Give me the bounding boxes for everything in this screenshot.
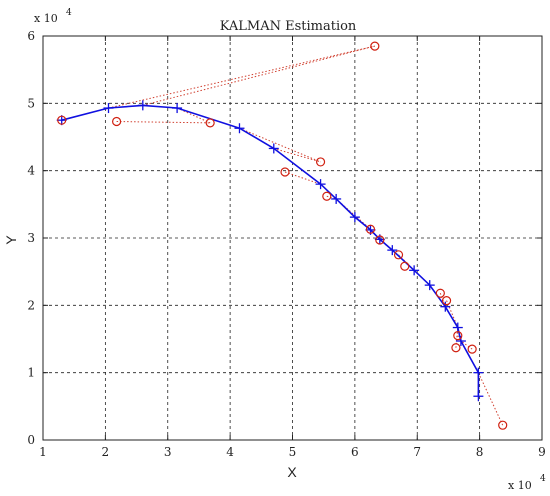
estimate-marker xyxy=(409,265,420,276)
chart-title: KALMAN Estimation xyxy=(220,19,357,34)
estimate-marker xyxy=(331,193,342,204)
measurement-marker xyxy=(322,191,332,201)
measurement-marker xyxy=(393,250,404,260)
measurement-marker xyxy=(375,235,385,245)
estimate-marker xyxy=(315,179,326,190)
x-multiplier-exponent: 4 xyxy=(540,474,546,484)
estimate-marker xyxy=(137,100,148,111)
y-multiplier-label: x 10 xyxy=(34,12,58,25)
markers xyxy=(56,41,508,430)
measurement-marker xyxy=(370,41,380,51)
measurement-marker xyxy=(112,116,122,127)
y-multiplier-exponent: 4 xyxy=(66,8,72,18)
y-tick-label: 6 xyxy=(27,29,35,43)
measurement-link xyxy=(460,340,473,350)
measurement-marker xyxy=(498,420,508,430)
measurement-marker xyxy=(453,331,463,341)
y-tick-label: 3 xyxy=(27,231,35,245)
measurement-link xyxy=(477,372,504,426)
measurement-link xyxy=(239,127,321,163)
measurement-link xyxy=(176,107,211,124)
ticks xyxy=(42,35,543,441)
measurement-marker xyxy=(365,224,376,234)
estimate-marker xyxy=(349,212,360,223)
measurement-link xyxy=(108,45,375,109)
measurement-marker xyxy=(451,343,461,353)
estimate-marker xyxy=(424,280,435,291)
x-tick-label: 7 xyxy=(413,445,421,459)
x-tick-label: 5 xyxy=(289,445,297,459)
estimate-marker xyxy=(234,123,245,134)
x-tick-label: 4 xyxy=(226,445,234,459)
x-tick-label: 3 xyxy=(164,445,172,459)
x-tick-label: 9 xyxy=(538,445,546,459)
measurement-marker xyxy=(57,115,67,125)
measurement-marker xyxy=(467,344,477,354)
measurement-link xyxy=(284,171,321,185)
estimate-marker xyxy=(103,103,114,114)
estimate-marker xyxy=(56,115,67,126)
measurement-marker xyxy=(435,288,445,298)
y-tick-label: 4 xyxy=(27,164,35,178)
grid xyxy=(43,36,542,440)
measurement-link xyxy=(446,300,459,328)
estimate-marker xyxy=(268,143,279,154)
estimate-marker xyxy=(452,322,463,333)
measurement-link xyxy=(116,121,211,124)
estimate-marker xyxy=(440,301,451,312)
measurement-link xyxy=(457,335,462,342)
measurement-marker xyxy=(441,296,452,306)
x-axis-label: X xyxy=(287,464,297,480)
x-tick-label: 6 xyxy=(351,445,359,459)
estimate-marker xyxy=(172,103,183,114)
x-tick-label: 1 xyxy=(39,445,47,459)
y-tick-label: 0 xyxy=(27,433,35,447)
measurement-marker xyxy=(400,261,410,271)
measurement-link xyxy=(142,45,375,106)
measurement-marker xyxy=(280,167,290,177)
y-tick-label: 5 xyxy=(27,96,35,110)
estimate-marker xyxy=(387,245,398,256)
x-tick-label: 2 xyxy=(102,445,110,459)
estimate-marker xyxy=(473,367,484,378)
measurement-marker xyxy=(315,157,326,167)
y-tick-label: 1 xyxy=(27,366,35,380)
x-tick-label: 8 xyxy=(476,445,484,459)
y-axis-label: Y xyxy=(3,235,19,245)
measurement-marker xyxy=(205,118,215,128)
measurement-link xyxy=(273,147,321,163)
estimate-marker xyxy=(473,391,484,402)
y-tick-label: 2 xyxy=(27,298,35,312)
x-multiplier-label: x 10 xyxy=(508,479,532,492)
